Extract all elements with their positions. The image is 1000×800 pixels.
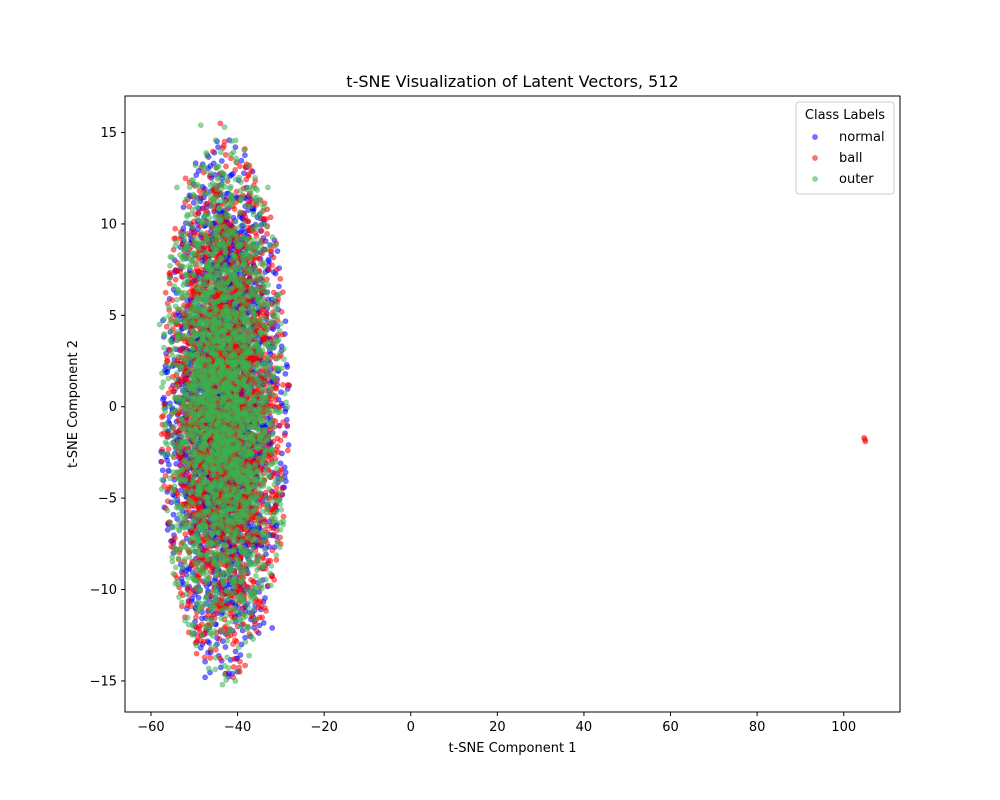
scatter-point-ball bbox=[217, 655, 224, 662]
scatter-point-ball bbox=[259, 614, 265, 621]
scatter-point-normal bbox=[170, 511, 177, 518]
scatter-point-normal bbox=[282, 318, 289, 325]
scatter-point-ball bbox=[255, 604, 262, 611]
scatter-point-ball bbox=[272, 397, 279, 403]
scatter-point-ball bbox=[196, 623, 202, 630]
scatter-point-normal bbox=[206, 639, 213, 646]
scatter-point-ball bbox=[250, 579, 257, 585]
scatter-point-ball bbox=[270, 438, 277, 445]
scatter-point-ball bbox=[239, 605, 246, 611]
scatter-point-ball bbox=[169, 297, 176, 303]
scatter-point-normal bbox=[222, 644, 229, 650]
scatter-point-ball bbox=[158, 458, 165, 465]
scatter-point-ball bbox=[273, 557, 280, 563]
scatter-point-ball bbox=[182, 531, 189, 537]
scatter-point-ball bbox=[193, 650, 200, 657]
scatter-point-ball bbox=[281, 432, 288, 439]
scatter-point-ball bbox=[216, 636, 223, 642]
scatter-point-normal bbox=[275, 283, 282, 290]
scatter-point-normal bbox=[180, 204, 187, 211]
scatter-point-normal bbox=[282, 370, 289, 377]
scatter-point-ball bbox=[284, 447, 291, 454]
scatter-point-ball bbox=[242, 662, 248, 669]
scatter-point-ball bbox=[267, 214, 274, 221]
scatter-point-ball bbox=[258, 227, 265, 234]
scatter-point-ball bbox=[223, 163, 229, 170]
scatter-point-ball bbox=[164, 498, 171, 505]
scatter-point-ball bbox=[172, 276, 179, 283]
scatter-point-normal bbox=[164, 369, 171, 375]
scatter-point-ball bbox=[203, 200, 209, 207]
scatter-point-normal bbox=[241, 152, 248, 159]
scatter-point-normal bbox=[274, 248, 281, 254]
scatter-point-ball bbox=[243, 176, 250, 183]
scatter-point-ball bbox=[172, 535, 178, 541]
scatter-point-ball bbox=[231, 656, 238, 662]
scatter-point-ball bbox=[230, 664, 237, 670]
scatter-point-normal bbox=[283, 361, 290, 368]
scatter-point-ball bbox=[277, 534, 283, 541]
scatter-point-normal bbox=[165, 461, 172, 468]
scatter-point-ball bbox=[277, 437, 284, 444]
scatter-point-ball bbox=[201, 654, 208, 661]
scatter-point-normal bbox=[238, 157, 245, 164]
scatter-point-normal bbox=[237, 652, 244, 658]
scatter-point-ball bbox=[184, 602, 191, 608]
scatter-points bbox=[156, 120, 869, 688]
scatter-point-ball bbox=[209, 148, 216, 155]
scatter-point-ball bbox=[162, 289, 169, 296]
scatter-point-ball bbox=[193, 614, 199, 621]
chart-title: t-SNE Visualization of Latent Vectors, 5… bbox=[346, 72, 678, 91]
scatter-point-ball bbox=[222, 151, 229, 158]
scatter-point-ball bbox=[165, 446, 172, 453]
scatter-point-ball bbox=[236, 163, 243, 170]
scatter-point-ball bbox=[172, 225, 179, 232]
scatter-point-normal bbox=[218, 158, 225, 164]
scatter-point-ball bbox=[195, 209, 202, 216]
scatter-point-ball bbox=[230, 641, 236, 647]
scatter-point-ball bbox=[270, 531, 277, 538]
scatter-point-ball bbox=[264, 230, 270, 237]
scatter-point-ball bbox=[285, 381, 291, 388]
scatter-point-ball bbox=[253, 628, 260, 634]
scatter-point-ball bbox=[267, 558, 274, 564]
scatter-point-normal bbox=[159, 467, 166, 474]
scatter-point-normal bbox=[265, 256, 272, 263]
scatter-point-ball bbox=[179, 571, 186, 578]
scatter-point-ball bbox=[242, 213, 249, 220]
scatter-point-normal bbox=[285, 442, 292, 448]
scatter-point-ball bbox=[269, 547, 276, 554]
